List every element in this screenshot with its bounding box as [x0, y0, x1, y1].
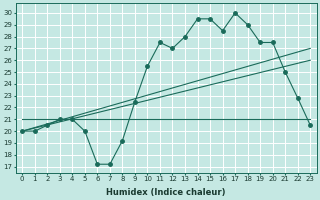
X-axis label: Humidex (Indice chaleur): Humidex (Indice chaleur)	[107, 188, 226, 197]
